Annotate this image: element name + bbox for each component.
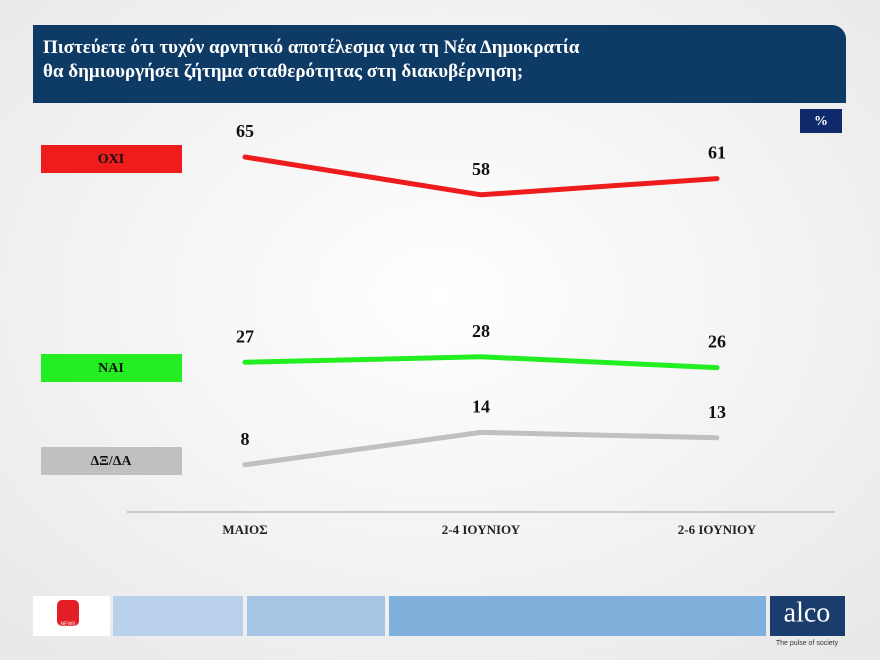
footer-band <box>389 596 766 636</box>
footer-band <box>247 596 385 636</box>
tagline: The pulse of society <box>776 640 839 647</box>
data-label: 58 <box>472 159 490 179</box>
footer: NEWS alco The pulse of society <box>33 596 845 647</box>
logo-icon <box>57 600 79 626</box>
data-label: 26 <box>708 332 726 352</box>
data-label: 14 <box>472 397 490 417</box>
data-label: 13 <box>708 402 726 422</box>
legend-swatch <box>41 354 182 382</box>
data-label: 65 <box>236 121 254 141</box>
series-line <box>242 354 720 371</box>
series-line <box>242 154 720 198</box>
data-label: 28 <box>472 321 490 341</box>
unit-box <box>800 109 842 133</box>
brand-box <box>770 596 845 636</box>
series-line <box>242 429 720 468</box>
logo-text: NEWS <box>61 621 77 627</box>
data-label: 61 <box>708 143 726 163</box>
unit-label: % <box>814 114 828 129</box>
legend-label: ΔΞ/ΔΑ <box>90 454 132 469</box>
legend-label: ΝΑΙ <box>98 361 124 376</box>
data-label: 8 <box>241 429 250 449</box>
x-tick-label: 2-4 ΙΟΥΝΙΟΥ <box>442 522 521 537</box>
data-label: 27 <box>236 326 254 346</box>
brand: alco <box>784 597 831 628</box>
x-tick-label: ΜΑΙΟΣ <box>222 522 267 537</box>
chart-title: Πιστεύετε ότι τυχόν αρνητικό αποτέλεσμα … <box>33 25 846 103</box>
legend-label: ΟΧΙ <box>98 152 124 167</box>
x-tick-label: 2-6 ΙΟΥΝΙΟΥ <box>678 522 757 537</box>
legend-swatch <box>41 145 182 173</box>
legend-swatch <box>41 447 182 475</box>
footer-band <box>113 596 243 636</box>
